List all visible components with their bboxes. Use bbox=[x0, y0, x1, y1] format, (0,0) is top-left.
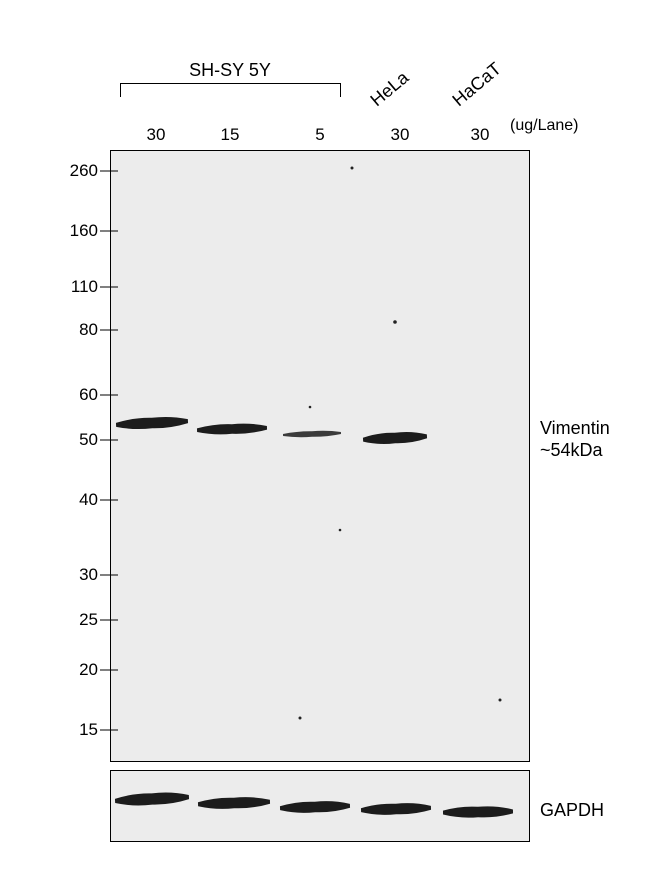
mw-label-80: 80 bbox=[0, 320, 98, 340]
gapdh-band-lane-4 bbox=[361, 803, 431, 815]
group-bracket-left bbox=[120, 83, 121, 97]
group-bracket-right bbox=[340, 83, 341, 97]
mw-label-160: 160 bbox=[0, 221, 98, 241]
vimentin-band-lane-3 bbox=[283, 431, 341, 438]
speck bbox=[499, 699, 502, 702]
mw-label-20: 20 bbox=[0, 660, 98, 680]
annotation-gapdh: GAPDH bbox=[540, 800, 604, 821]
mw-label-60: 60 bbox=[0, 385, 98, 405]
mw-tick-160 bbox=[100, 231, 118, 232]
mw-label-50: 50 bbox=[0, 430, 98, 450]
mw-label-260: 260 bbox=[0, 161, 98, 181]
lane-loading-3: 5 bbox=[315, 125, 324, 145]
speck bbox=[351, 167, 354, 170]
lane-loading-1: 30 bbox=[147, 125, 166, 145]
mw-tick-60 bbox=[100, 395, 118, 396]
speck bbox=[393, 320, 397, 324]
lane-label-hela: HeLa bbox=[367, 67, 413, 111]
gapdh-band-lane-2 bbox=[198, 797, 270, 809]
mw-label-110: 110 bbox=[0, 277, 98, 297]
lane-loading-5: 30 bbox=[471, 125, 490, 145]
lane-loading-2: 15 bbox=[221, 125, 240, 145]
mw-label-40: 40 bbox=[0, 490, 98, 510]
gapdh-band-lane-5 bbox=[443, 806, 513, 817]
vimentin-band-lane-4 bbox=[363, 432, 427, 444]
main-bands-svg bbox=[110, 150, 528, 760]
mw-label-15: 15 bbox=[0, 720, 98, 740]
group-label-shsy5y: SH-SY 5Y bbox=[189, 60, 271, 81]
gapdh-band-lane-1 bbox=[115, 793, 189, 806]
mw-tick-15 bbox=[100, 730, 118, 731]
lane-label-hacat: HaCaT bbox=[449, 58, 506, 111]
mw-tick-50 bbox=[100, 440, 118, 441]
vimentin-band-lane-2 bbox=[197, 424, 267, 435]
mw-label-25: 25 bbox=[0, 610, 98, 630]
vimentin-band-lane-1 bbox=[116, 417, 188, 429]
mw-tick-260 bbox=[100, 171, 118, 172]
group-bracket-top bbox=[120, 83, 340, 84]
gapdh-bands-svg bbox=[110, 770, 528, 840]
mw-tick-30 bbox=[100, 575, 118, 576]
speck bbox=[309, 406, 312, 409]
mw-tick-110 bbox=[100, 287, 118, 288]
unit-label: (ug/Lane) bbox=[510, 117, 579, 135]
mw-tick-25 bbox=[100, 620, 118, 621]
annotation-vimentin: Vimentin bbox=[540, 418, 610, 439]
mw-tick-40 bbox=[100, 500, 118, 501]
speck bbox=[299, 717, 302, 720]
mw-label-30: 30 bbox=[0, 565, 98, 585]
mw-tick-80 bbox=[100, 330, 118, 331]
mw-tick-20 bbox=[100, 670, 118, 671]
lane-loading-4: 30 bbox=[391, 125, 410, 145]
gapdh-band-lane-3 bbox=[280, 801, 350, 813]
annotation-vimentin-kda: ~54kDa bbox=[540, 440, 603, 461]
speck bbox=[339, 529, 342, 532]
